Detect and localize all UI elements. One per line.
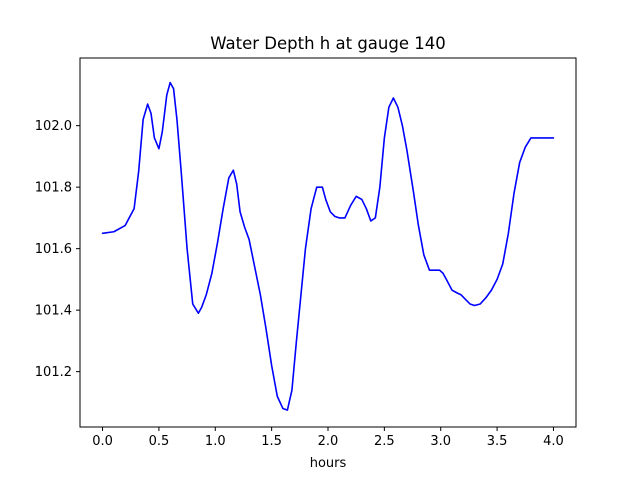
x-tick-label: 3.0 bbox=[430, 434, 451, 449]
y-axis-ticks: 101.2 101.4 101.6 101.8 102.0 bbox=[35, 119, 80, 380]
x-tick-label: 2.5 bbox=[374, 434, 395, 449]
y-tick-label: 101.8 bbox=[35, 181, 72, 196]
x-tick-label: 3.5 bbox=[487, 434, 508, 449]
x-tick-label: 1.5 bbox=[261, 434, 282, 449]
x-tick-label: 2.0 bbox=[318, 434, 339, 449]
plot-border bbox=[79, 57, 577, 428]
x-tick-label: 4.0 bbox=[543, 434, 564, 449]
x-tick-label: 0.5 bbox=[149, 434, 170, 449]
y-tick-label: 101.6 bbox=[35, 242, 72, 257]
series-line-0 bbox=[101, 81, 555, 411]
series-layer bbox=[101, 81, 555, 411]
x-axis-ticks: 0.0 0.5 1.0 1.5 2.0 2.5 3.0 3.5 4.0 bbox=[92, 427, 564, 449]
y-tick-label: 102.0 bbox=[35, 119, 72, 134]
y-tick-label: 101.4 bbox=[35, 304, 72, 319]
x-axis-label: hours bbox=[310, 456, 347, 471]
x-tick-label: 0.0 bbox=[92, 434, 113, 449]
chart-title: Water Depth h at gauge 140 bbox=[210, 34, 445, 53]
x-tick-label: 1.0 bbox=[205, 434, 226, 449]
y-tick-label: 101.2 bbox=[35, 365, 72, 380]
plot-area bbox=[79, 57, 577, 428]
